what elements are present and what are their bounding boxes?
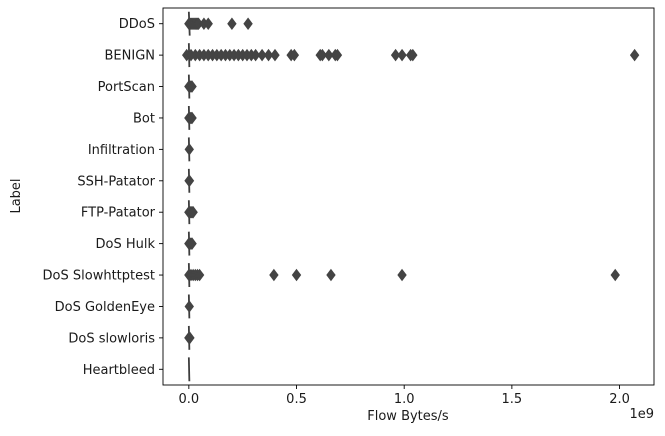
outlier-point (263, 48, 274, 62)
category-group-dos-slowhttptest (184, 263, 620, 287)
x-tick-label: 0.0 (178, 392, 199, 407)
category-group-infiltration (184, 137, 194, 162)
category-group-dos-goldeneye (184, 294, 194, 319)
y-tick-label: DoS slowloris (68, 331, 155, 346)
outlier-point (324, 48, 334, 62)
x-axis: 0.0 0.5 1.0 1.5 2.0 (178, 385, 630, 407)
y-axis-label: Label (9, 178, 24, 213)
x-tick-label: 0.5 (286, 392, 307, 407)
y-axis: DDoS BENIGN PortScan Bot Infiltration SSH-Pat… (43, 17, 163, 378)
category-group-portscan (184, 74, 197, 99)
outlier-point (203, 17, 213, 30)
y-tick-label: DoS GoldenEye (55, 300, 155, 315)
outlier-point (185, 331, 195, 345)
outlier-point (184, 143, 194, 156)
plot-area-frame (162, 7, 655, 386)
outlier-point (194, 268, 205, 282)
category-group-ssh-patator (184, 168, 195, 193)
y-tick-label: FTP-Patator (81, 206, 156, 221)
outlier-point (269, 268, 279, 282)
outlier-point (317, 48, 328, 62)
category-group-benign (181, 43, 640, 68)
outlier-point (326, 268, 336, 282)
outlier-point (187, 80, 197, 93)
x-tick-label: 2.0 (609, 392, 630, 407)
outlier-point (187, 111, 197, 125)
y-tick-label: DDoS (119, 17, 155, 32)
y-tick-label: DoS Slowhttptest (43, 269, 155, 284)
category-group-ddos (184, 11, 253, 36)
category-group-ftp-patator (184, 200, 198, 225)
outlier-point (390, 48, 401, 62)
y-tick-label: PortScan (98, 80, 155, 95)
outlier-point (629, 48, 640, 62)
outlier-point (257, 48, 267, 62)
outlier-point (610, 268, 620, 282)
category-group-dos-slowloris (184, 325, 195, 350)
category-group-heartbleed (187, 357, 191, 382)
outlier-point (250, 48, 261, 62)
outlier-point (184, 174, 195, 188)
outlier-point (408, 48, 418, 62)
box-heartbleed (187, 357, 191, 382)
outlier-point (397, 268, 407, 282)
x-axis-label: Flow Bytes/s (367, 409, 449, 424)
y-tick-label: BENIGN (105, 49, 156, 64)
outlier-point (243, 17, 253, 30)
outlier-point (332, 48, 343, 62)
x-axis-offset-label: 1e9 (629, 407, 654, 422)
y-tick-label: Heartbleed (83, 363, 155, 378)
outlier-point (397, 48, 407, 62)
category-group-dos-hulk (184, 231, 197, 256)
outlier-point (227, 17, 237, 30)
y-tick-label: SSH-Patator (77, 174, 155, 189)
outlier-point (184, 300, 194, 313)
marks-layer (181, 11, 640, 382)
y-tick-label: Infiltration (88, 143, 155, 158)
category-group-bot (184, 106, 197, 130)
outlier-point (291, 268, 302, 282)
outlier-point (289, 48, 300, 62)
y-tick-label: DoS Hulk (95, 237, 155, 252)
x-tick-label: 1.0 (394, 392, 415, 407)
y-tick-label: Bot (133, 111, 155, 126)
outlier-point (188, 205, 198, 219)
outlier-point (270, 48, 280, 62)
x-tick-label: 1.5 (502, 392, 523, 407)
outlier-point (187, 237, 197, 250)
